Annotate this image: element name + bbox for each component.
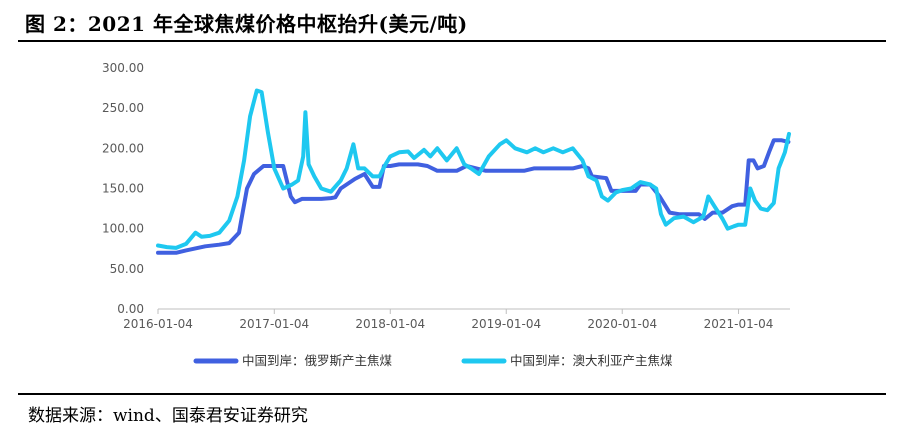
- y-tick-label: 200.00: [102, 141, 144, 155]
- x-tick-label: 2018-01-04: [355, 317, 425, 331]
- x-axis: 2016-01-04 2017-01-04 2018-01-04 2019-01-04…: [123, 308, 790, 331]
- legend-label-2: 中国到岸：澳大利亚产主焦煤: [510, 353, 673, 368]
- source-rule: [18, 393, 886, 395]
- x-tick-label: 2019-01-04: [471, 317, 541, 331]
- data-source: 数据来源：wind、国泰君安证券研究: [28, 406, 308, 426]
- legend-label-1: 中国到岸：俄罗斯产主焦煤: [242, 353, 393, 368]
- y-axis-labels: 0.00 50.00 100.00 150.00 200.00 250.00 300.00: [102, 61, 144, 316]
- series-lines: [156, 88, 791, 255]
- y-tick-label: 0.00: [117, 302, 144, 316]
- x-tick-label: 2017-01-04: [239, 317, 309, 331]
- x-tick-label: 2020-01-04: [587, 317, 657, 331]
- y-tick-label: 300.00: [102, 61, 144, 75]
- series-line-2: [156, 88, 791, 250]
- price-line-chart: 0.0050.00100.00150.00200.00250.00300.00 …: [102, 61, 791, 368]
- y-tick-label: 250.00: [102, 101, 144, 115]
- legend: 中国到岸：俄罗斯产主焦煤 中国到岸：澳大利亚产主焦煤: [193, 353, 673, 368]
- y-tick-label: 50.00: [110, 262, 144, 276]
- y-tick-label: 100.00: [102, 222, 144, 236]
- figure-title: 图 2：2021 年全球焦煤价格中枢抬升(美元/吨): [25, 12, 468, 36]
- title-rule: [18, 40, 886, 42]
- y-tick-label: 150.00: [102, 182, 144, 196]
- series-line-1: [156, 138, 791, 255]
- x-tick-label: 2016-01-04: [123, 317, 193, 331]
- x-tick-label: 2021-01-04: [704, 317, 774, 331]
